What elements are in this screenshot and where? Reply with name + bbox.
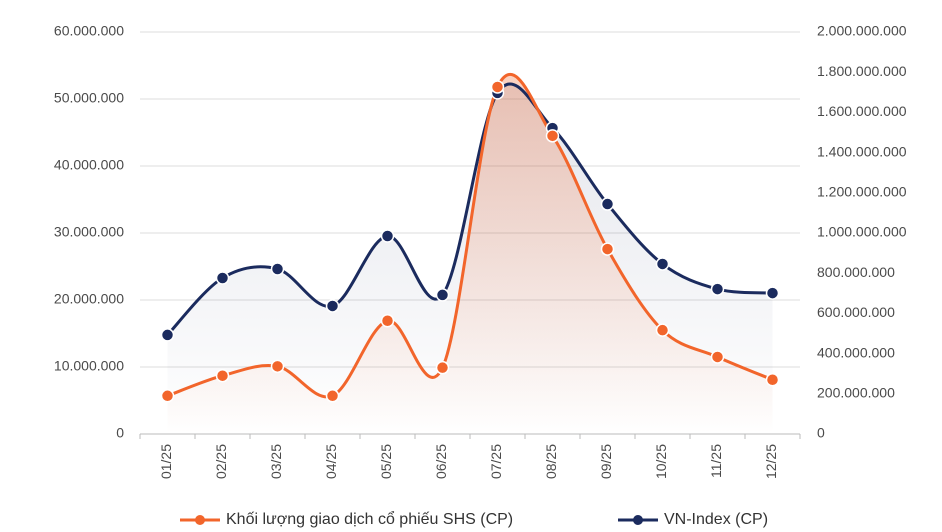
x-tick-label: 05/25: [378, 444, 394, 479]
point: [490, 80, 505, 94]
x-tick-label: 06/25: [433, 444, 449, 479]
point: [270, 262, 285, 276]
y-tick-label: 10.000.000: [54, 358, 124, 374]
point: [765, 372, 780, 387]
y2-tick-label: 600.000.000: [817, 304, 895, 320]
point: [435, 360, 450, 375]
x-tick-label: 09/25: [598, 444, 614, 479]
point: [215, 368, 230, 383]
y2-tick-label: 200.000.000: [817, 385, 895, 401]
point: [380, 229, 395, 243]
point: [710, 350, 725, 364]
x-tick-label: 08/25: [543, 444, 559, 479]
y2-tick-label: 1.000.000.000: [817, 224, 907, 240]
legend-label: VN-Index (CP): [664, 511, 768, 528]
point: [435, 288, 450, 302]
y2-tick-label: 800.000.000: [817, 264, 895, 280]
point: [215, 271, 230, 285]
point: [545, 129, 560, 143]
y2-tick-label: 2.000.000.000: [817, 23, 907, 39]
y2-tick-label: 1.600.000.000: [817, 103, 907, 119]
x-tick-label: 03/25: [268, 444, 284, 479]
x-tick-label: 12/25: [763, 444, 779, 479]
y-tick-label: 20.000.000: [54, 291, 124, 307]
point: [655, 323, 670, 337]
point: [600, 242, 615, 256]
legend-marker: [195, 515, 205, 525]
y-tick-label: 30.000.000: [54, 224, 124, 240]
x-tick-label: 11/25: [708, 444, 724, 478]
point: [325, 299, 340, 313]
y-tick-label: 40.000.000: [54, 157, 124, 173]
x-tick-label: 04/25: [323, 444, 339, 479]
x-tick-label: 01/25: [158, 444, 174, 479]
point: [380, 314, 395, 328]
x-tick-label: 02/25: [213, 444, 229, 479]
y2-tick-label: 400.000.000: [817, 344, 895, 360]
legend-label: Khối lượng giao dịch cổ phiếu SHS (CP): [226, 510, 513, 528]
point: [600, 197, 615, 211]
point: [655, 257, 670, 271]
y-tick-label: 60.000.000: [54, 23, 124, 39]
point: [270, 359, 285, 374]
y2-tick-label: 1.800.000.000: [817, 63, 907, 79]
point: [160, 389, 175, 403]
y-tick-label: 50.000.000: [54, 90, 124, 106]
y2-tick-label: 0: [817, 425, 825, 441]
legend-marker: [633, 515, 643, 525]
point: [710, 282, 725, 296]
point: [765, 286, 780, 300]
x-tick-label: 10/25: [653, 444, 669, 479]
y-tick-label: 0: [116, 425, 124, 441]
area: [167, 74, 773, 434]
y2-tick-label: 1.200.000.000: [817, 184, 907, 200]
x-tick-label: 07/25: [488, 444, 504, 479]
line: [166, 73, 774, 399]
y2-tick-label: 1.400.000.000: [817, 143, 907, 159]
point: [160, 328, 175, 342]
point: [325, 389, 340, 403]
